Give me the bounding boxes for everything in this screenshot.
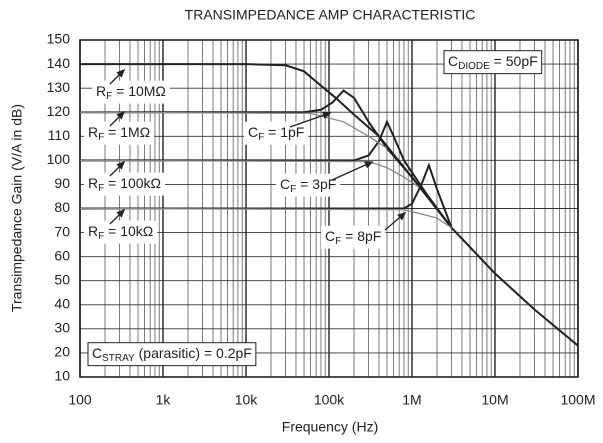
annotation-sub: F [290,184,296,195]
series-line [80,119,453,229]
annotation-box [244,121,309,145]
annotation: CSTRAY (parasitic) = 0.2pF [87,342,257,367]
arrows [109,68,407,231]
annotation: RF = 100kΩ [84,172,166,196]
annotation-main: R [88,223,98,239]
series-line [79,207,452,229]
annotation: CF = 1pF [244,121,309,145]
y-tick-label: 70 [54,223,70,239]
annotation-text: CF = 8pF [325,228,381,247]
annotation-text: CDIODE = 50pF [448,53,538,72]
annotation-sub: DIODE [458,61,490,72]
x-tick-label: 10M [481,392,508,408]
annotation-main: R [88,124,98,140]
annotation-box [87,342,257,367]
y-tick-label: 120 [47,103,71,119]
y-tick-label: 50 [54,271,70,287]
annotation-rest: = 1MΩ [104,124,150,140]
y-tick-label: 60 [54,247,70,263]
annotation: RF = 10MΩ [92,80,170,104]
annotation-box [84,121,155,145]
annotation-sub: STRAY [102,353,135,364]
annotation-main: C [92,345,102,361]
annotation-rest: = 10kΩ [104,223,153,239]
x-tick-label: 100 [68,392,92,408]
annotation-sub: F [258,132,264,143]
annotation-sub: F [98,183,104,194]
y-tick-label: 130 [47,79,71,95]
annotation-main: C [325,228,335,244]
x-tick-label: 100M [560,392,595,408]
annotation-rest: = 50pF [490,53,538,69]
annotation-rest: = 10MΩ [112,83,166,99]
x-tick-label: 100k [314,392,345,408]
series-line [79,111,388,149]
y-tick-label: 150 [47,31,71,47]
annotation-sub: F [98,231,104,242]
annotation-main: C [248,124,258,140]
annotation-text: RF = 1MΩ [88,124,150,143]
x-tick-label: 1k [156,392,172,408]
y-tick-label: 20 [54,344,70,360]
annotation-main: R [96,83,106,99]
arrow-head [397,211,407,221]
series-line [79,159,419,188]
annotation-box [84,220,158,244]
y-axis-label: Transimpedance Gain (V/A in dB) [9,104,25,312]
annotation: RF = 10kΩ [84,220,158,244]
annotation-text: RF = 10MΩ [96,83,166,102]
annotation-box [321,225,386,249]
y-tick-label: 110 [48,127,71,143]
arrow-head [322,111,332,119]
chart-title: TRANSIMPEDANCE AMP CHARACTERISTIC [185,7,476,23]
annotation-rest: (parasitic) = 0.2pF [135,345,252,361]
arrow-head [116,208,126,218]
annotation: CF = 8pF [321,225,386,249]
annotation-main: C [448,53,458,69]
annotation-rest: = 3pF [296,176,336,192]
annotation-box [92,80,170,104]
annotation-text: RF = 100kΩ [88,175,161,194]
y-tick-label: 40 [54,295,70,311]
series-line [80,89,453,229]
annotation-box [84,172,166,196]
arrow-head [116,160,126,170]
y-tick-label: 140 [47,55,71,71]
annotation-rest: = 100kΩ [104,175,161,191]
arrow [331,161,373,181]
annotation-sub: F [98,132,104,143]
annotation-box [276,173,341,197]
y-tick-label: 90 [54,175,70,191]
y-tick-label: 80 [54,199,70,215]
x-tick-label: 10k [235,392,259,408]
y-tick-label: 10 [54,368,70,384]
annotation-text: CF = 1pF [248,124,304,143]
annotation-rest: = 8pF [341,228,381,244]
annotation-sub: F [106,91,112,102]
y-tick-label: 100 [47,151,71,167]
x-tick-label: 1M [402,392,421,408]
x-axis-label: Frequency (Hz) [282,419,378,435]
annotation-sub: F [335,236,341,247]
annotation-text: CF = 3pF [280,176,336,195]
arrow-head [116,68,126,78]
arrow-head [364,161,374,169]
annotation: RF = 1MΩ [84,121,155,145]
series-line [80,63,579,347]
annotation-text: RF = 10kΩ [88,223,153,242]
annotation-main: R [88,175,98,191]
annotation-text: CSTRAY (parasitic) = 0.2pF [92,345,252,364]
y-tick-label: 30 [54,320,70,336]
annotation-main: C [280,176,290,192]
annotation-box [443,50,543,75]
annotation: CDIODE = 50pF [443,50,543,75]
series-line [80,162,453,229]
arrow-head [116,110,126,120]
annotation: CF = 3pF [276,173,341,197]
annotation-rest: = 1pF [264,124,304,140]
